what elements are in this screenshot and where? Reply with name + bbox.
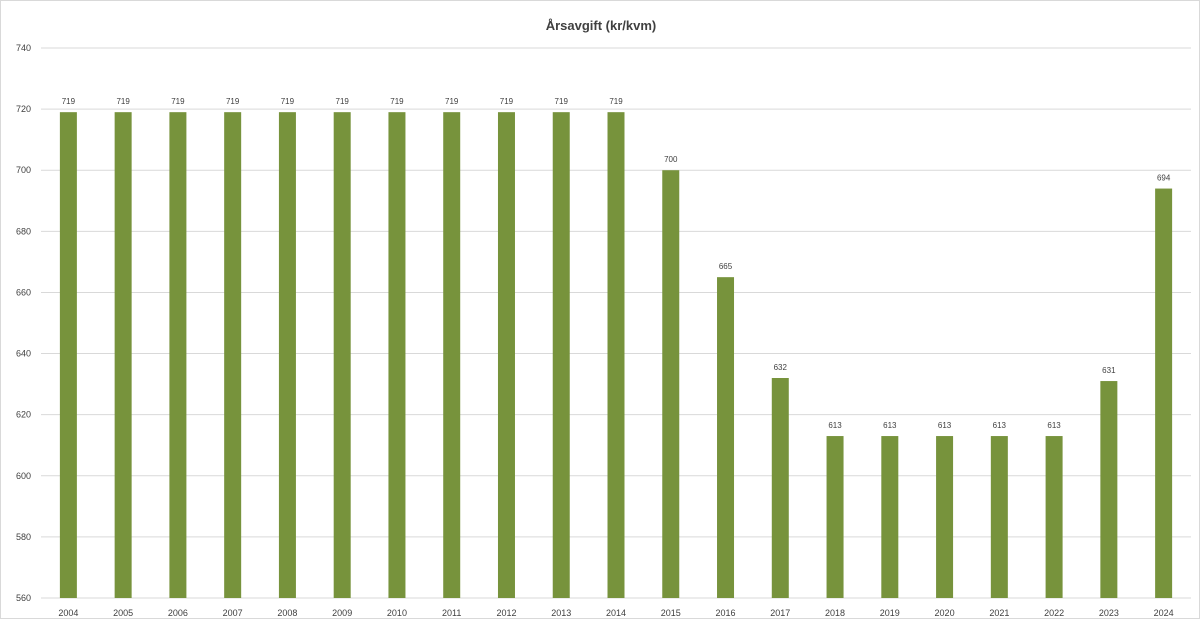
x-tick-label: 2012 <box>496 608 516 618</box>
data-label: 719 <box>226 97 240 106</box>
data-label: 631 <box>1102 366 1116 375</box>
y-tick-label: 560 <box>16 593 31 603</box>
x-tick-label: 2016 <box>716 608 736 618</box>
bar <box>771 378 789 598</box>
bar <box>1100 381 1118 598</box>
bar <box>278 112 296 599</box>
data-label: 719 <box>171 97 185 106</box>
data-label: 665 <box>719 262 733 271</box>
bar <box>443 112 461 599</box>
data-label: 613 <box>938 421 952 430</box>
y-tick-label: 680 <box>16 226 31 236</box>
bar <box>990 436 1008 598</box>
x-tick-label: 2022 <box>1044 608 1064 618</box>
x-tick-label: 2023 <box>1099 608 1119 618</box>
bar <box>936 436 954 598</box>
bar <box>114 112 132 599</box>
y-tick-label: 600 <box>16 471 31 481</box>
bar <box>333 112 351 599</box>
bar <box>1045 436 1063 598</box>
x-tick-label: 2004 <box>58 608 78 618</box>
data-label: 613 <box>1047 421 1061 430</box>
x-tick-label: 2009 <box>332 608 352 618</box>
bar <box>826 436 844 598</box>
x-tick-label: 2014 <box>606 608 626 618</box>
x-tick-label: 2015 <box>661 608 681 618</box>
bar <box>552 112 570 599</box>
data-label: 613 <box>828 421 842 430</box>
data-label: 719 <box>500 97 514 106</box>
data-label: 694 <box>1157 174 1171 183</box>
y-tick-label: 620 <box>16 410 31 420</box>
bars <box>59 112 1173 599</box>
data-label: 719 <box>390 97 404 106</box>
chart-title: Årsavgift (kr/kvm) <box>546 18 657 33</box>
x-tick-label: 2006 <box>168 608 188 618</box>
data-label: 719 <box>555 97 569 106</box>
bar <box>1155 188 1173 599</box>
bar <box>607 112 625 599</box>
x-tick-label: 2011 <box>442 608 461 618</box>
data-labels: 719 719 719 719 719 719 719 719 719 719 719 700 665 6… <box>62 97 1171 430</box>
data-label: 700 <box>664 155 678 164</box>
x-axis: 2004 2005 2006 2007 2008 2009 2010 2011 2012 2013… <box>58 608 1173 618</box>
x-tick-label: 2018 <box>825 608 845 618</box>
y-tick-label: 660 <box>16 287 31 297</box>
x-tick-label: 2005 <box>113 608 133 618</box>
data-label: 719 <box>281 97 295 106</box>
data-label: 613 <box>993 421 1007 430</box>
x-tick-label: 2008 <box>277 608 297 618</box>
x-tick-label: 2020 <box>935 608 955 618</box>
x-tick-label: 2017 <box>770 608 790 618</box>
data-label: 719 <box>609 97 623 106</box>
y-axis: 560 580 600 620 640 660 680 700 720 740 <box>16 43 31 603</box>
bar <box>388 112 406 599</box>
y-tick-label: 700 <box>16 165 31 175</box>
bar <box>224 112 242 599</box>
data-label: 719 <box>445 97 459 106</box>
data-label: 719 <box>116 97 130 106</box>
bar <box>497 112 515 599</box>
data-label: 719 <box>336 97 350 106</box>
bar <box>662 170 680 598</box>
x-tick-label: 2021 <box>989 608 1009 618</box>
y-tick-label: 580 <box>16 532 31 542</box>
data-label: 632 <box>774 363 788 372</box>
data-label: 613 <box>883 421 897 430</box>
bar <box>169 112 187 599</box>
bar <box>881 436 899 598</box>
data-label: 719 <box>62 97 76 106</box>
bar <box>59 112 77 599</box>
y-tick-label: 720 <box>16 104 31 114</box>
x-tick-label: 2019 <box>880 608 900 618</box>
x-tick-label: 2024 <box>1154 608 1174 618</box>
y-tick-label: 640 <box>16 349 31 359</box>
bar <box>717 277 735 598</box>
x-tick-label: 2007 <box>223 608 243 618</box>
x-tick-label: 2013 <box>551 608 571 618</box>
x-tick-label: 2010 <box>387 608 407 618</box>
y-tick-label: 740 <box>16 43 31 53</box>
